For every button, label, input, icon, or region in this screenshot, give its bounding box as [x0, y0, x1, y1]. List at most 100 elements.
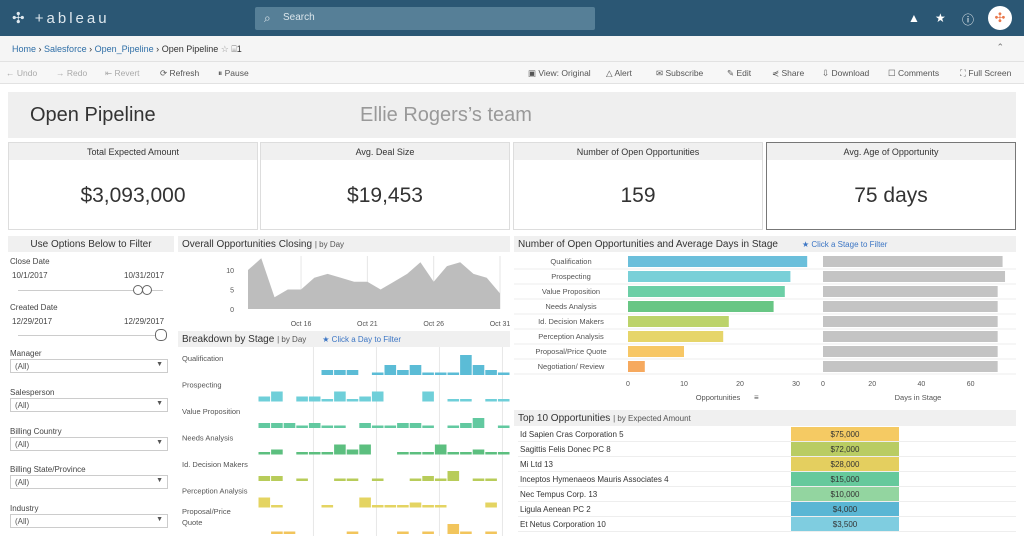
stage-filter-link[interactable]: ★ Click a Stage to Filter: [801, 240, 888, 249]
day-bar: [485, 452, 497, 455]
breakdown-chart[interactable]: Qualification Prospecting Value Propositio…: [178, 347, 512, 536]
team-name: Ellie Rogers’s team: [360, 104, 532, 126]
x-axis-title: Days in Stage: [895, 393, 942, 402]
collapse-chevron-icon[interactable]: ⌃: [996, 42, 1004, 52]
opportunity-name: Inceptos Hymenaeos Mauris Associates 4: [520, 475, 669, 484]
filter-label: Manager: [10, 349, 42, 358]
search-input[interactable]: ⌕ Search: [255, 7, 595, 30]
stage-label: Proposal/Price: [182, 507, 231, 516]
breadcrumb-open-pipeline[interactable]: Open_Pipeline: [94, 44, 154, 54]
revert-button[interactable]: ⇤ Revert: [105, 68, 140, 78]
share-button[interactable]: ⋞ Share: [772, 68, 805, 78]
filter-label: Industry: [10, 504, 39, 513]
stage-label: Prospecting: [182, 381, 222, 390]
day-bar: [447, 425, 460, 428]
download-button[interactable]: ⇩ Download: [822, 68, 870, 78]
top-nav-bar: ✣ +ableau ⌕ Search ▲ ★ ⓘ ✣: [0, 0, 1024, 36]
filter-panel-header: Use Options Below to Filter: [8, 236, 174, 252]
day-bar: [271, 505, 283, 508]
user-avatar[interactable]: ✣: [988, 6, 1012, 30]
redo-button[interactable]: → Redo: [56, 68, 88, 78]
day-bar: [258, 396, 271, 402]
subscribe-button[interactable]: ✉ Subscribe: [656, 68, 704, 78]
filter-label: Billing Country: [10, 427, 62, 436]
day-bar: [346, 370, 359, 375]
kpi-avg-age[interactable]: Avg. Age of Opportunity 75 days: [766, 142, 1016, 230]
opportunities-bar: [628, 256, 808, 267]
day-bar: [409, 365, 422, 375]
stage-label: Quote: [182, 518, 202, 527]
table-row[interactable]: Id Sapien Cras Corporation 5 $75,000: [518, 427, 1016, 442]
fullscreen-button[interactable]: ⛶ Full Screen: [960, 68, 1012, 78]
breakdown-header: Breakdown by Stage | by Day ★ Click a Day…: [178, 331, 510, 347]
filter-dropdown[interactable]: (All) ▼: [10, 437, 168, 451]
table-row[interactable]: Nec Tempus Corp. 13 $10,000: [518, 487, 1016, 502]
datasource-icon[interactable]: ⌸: [231, 44, 237, 54]
star-icon[interactable]: ★: [935, 11, 946, 25]
day-bar: [321, 452, 334, 455]
table-row[interactable]: Inceptos Hymenaeos Mauris Associates 4 $1…: [518, 472, 1016, 487]
day-bar: [258, 423, 271, 428]
closing-area-chart[interactable]: Oct 16 Oct 21 Oct 26 Oct 31 0 5 10: [178, 252, 512, 332]
close-date-end[interactable]: 10/31/2017: [124, 271, 165, 280]
table-row[interactable]: Et Netus Corporation 10 $3,500: [518, 517, 1016, 532]
day-bar: [359, 444, 371, 455]
favorite-star-icon[interactable]: ☆: [220, 44, 229, 54]
day-bar: [409, 478, 422, 481]
stage-label: Prospecting: [551, 272, 591, 281]
alert-button[interactable]: △ Alert: [606, 68, 632, 78]
x-tick-label: Oct 21: [357, 321, 378, 328]
filter-label: Billing State/Province: [10, 465, 86, 474]
day-bar: [371, 372, 384, 375]
y-tick-label: 0: [230, 307, 234, 314]
created-date-end[interactable]: 12/29/2017: [124, 317, 165, 326]
edit-button[interactable]: ✎ Edit: [727, 68, 752, 78]
search-icon: ⌕: [264, 11, 271, 25]
day-bar: [434, 478, 447, 481]
day-bar: [334, 478, 346, 481]
kpi-total-expected-amount[interactable]: Total Expected Amount $3,093,000: [8, 142, 258, 230]
created-date-slider[interactable]: [18, 329, 167, 341]
warning-icon[interactable]: ▲: [908, 11, 920, 25]
comments-button[interactable]: ☐ Comments: [888, 68, 940, 78]
table-row[interactable]: Sagittis Felis Donec PC 8 $72,000: [518, 442, 1016, 457]
day-bar: [296, 425, 308, 428]
slider-handle-end[interactable]: [142, 285, 152, 295]
filter-dropdown[interactable]: (All) ▼: [10, 359, 168, 373]
day-bar: [497, 452, 510, 455]
y-tick-label: 10: [226, 268, 234, 275]
filter-dropdown[interactable]: (All) ▼: [10, 514, 168, 528]
table-row[interactable]: Ligula Aenean PC 2 $4,000: [518, 502, 1016, 517]
breadcrumb-salesforce[interactable]: Salesforce: [44, 44, 87, 54]
opportunity-name: Ligula Aenean PC 2: [520, 505, 591, 514]
info-icon[interactable]: ⓘ: [962, 13, 975, 27]
pause-button[interactable]: ⏸ Pause: [218, 68, 249, 78]
day-bar: [472, 478, 485, 481]
day-bar: [397, 423, 409, 428]
refresh-button[interactable]: ⟳ Refresh: [160, 68, 200, 78]
stage-label: Qualification: [182, 354, 223, 363]
breadcrumb-home[interactable]: Home: [12, 44, 37, 54]
tableau-logo[interactable]: ✣ +ableau: [12, 10, 110, 27]
day-bar: [447, 399, 460, 402]
stage-label: Value Proposition: [542, 287, 600, 296]
created-date-start[interactable]: 12/29/2017: [12, 317, 53, 326]
stage-bar-chart[interactable]: Qualification Prospecting Value Propositio…: [514, 252, 1016, 406]
filter-link[interactable]: ★ Click a Day to Filter: [322, 335, 402, 344]
table-row[interactable]: Mi Ltd 13 $28,000: [518, 457, 1016, 472]
kpi-avg-deal-size[interactable]: Avg. Deal Size $19,453: [260, 142, 510, 230]
close-date-start[interactable]: 10/1/2017: [12, 271, 48, 280]
filter-dropdown[interactable]: (All) ▼: [10, 398, 168, 412]
view-original-button[interactable]: ▣ View: Original: [528, 68, 591, 78]
dropdown-caret-icon: ▼: [156, 361, 163, 368]
day-bar: [296, 396, 308, 402]
undo-button[interactable]: ← Undo: [6, 68, 38, 78]
close-date-slider[interactable]: [18, 285, 163, 295]
opportunity-amount: $4,000: [791, 502, 899, 516]
day-bar: [308, 423, 321, 428]
filter-dropdown[interactable]: (All) ▼: [10, 475, 168, 489]
slider-handle[interactable]: [155, 329, 167, 341]
day-bar: [308, 452, 321, 455]
x-tick-label: Oct 31: [490, 321, 511, 328]
kpi-open-opportunities[interactable]: Number of Open Opportunities 159: [513, 142, 763, 230]
